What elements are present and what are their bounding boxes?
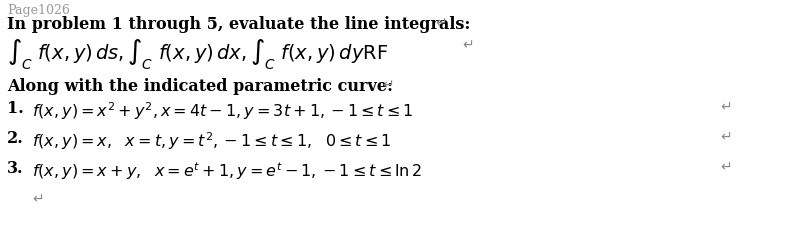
Text: $f(x,y) = x^2 + y^2, x = 4t-1, y = 3t+1, -1 \leq t \leq 1$: $f(x,y) = x^2 + y^2, x = 4t-1, y = 3t+1,… — [32, 100, 413, 122]
Text: ↵: ↵ — [435, 16, 446, 30]
Text: ↵: ↵ — [719, 160, 731, 174]
Text: 3.: 3. — [7, 160, 24, 177]
Text: $\int_C^{\quad} f(x,y)\,ds,\int_C^{\quad} f(x,y)\,dx,\int_C^{\quad} f(x,y)\,dy\m: $\int_C^{\quad} f(x,y)\,ds,\int_C^{\quad… — [7, 38, 388, 72]
Text: $f(x,y) = x,\ \ x = t, y = t^2, -1 \leq t \leq 1,\ \ 0 \leq t \leq 1$: $f(x,y) = x,\ \ x = t, y = t^2, -1 \leq … — [32, 130, 391, 152]
Text: ↵: ↵ — [32, 192, 44, 206]
Text: ↵: ↵ — [381, 78, 393, 92]
Text: ↵: ↵ — [719, 130, 731, 144]
Text: 1.: 1. — [7, 100, 24, 117]
Text: Along with the indicated parametric curve:: Along with the indicated parametric curv… — [7, 78, 393, 95]
Text: In problem 1 through 5, evaluate the line integrals:: In problem 1 through 5, evaluate the lin… — [7, 16, 470, 33]
Text: $f(x,y) = x+y,\ \ x = e^t+1, y = e^t-1, -1 \leq t \leq \ln 2$: $f(x,y) = x+y,\ \ x = e^t+1, y = e^t-1, … — [32, 160, 422, 182]
Text: ↵: ↵ — [461, 38, 473, 52]
Text: ↵: ↵ — [719, 100, 731, 114]
Text: Page1026: Page1026 — [7, 4, 70, 17]
Text: 2.: 2. — [7, 130, 24, 147]
